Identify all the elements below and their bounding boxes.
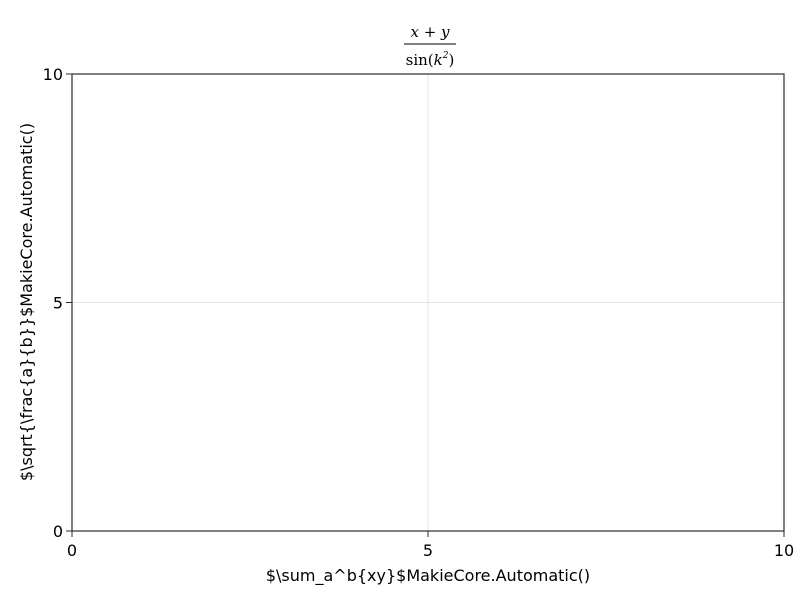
title-close-paren: ) (448, 51, 454, 69)
title-open-paren: ( (428, 51, 434, 69)
title-variable: k (434, 51, 443, 69)
plot-frame (71, 73, 785, 532)
x-axis-label: $\sum_a^b{xy}$MakieCore.Automatic() (266, 566, 590, 586)
x-tick-label: 0 (67, 541, 77, 560)
x-tick-label: 5 (423, 541, 433, 560)
y-tick-label: 5 (53, 294, 63, 313)
axis-ticks (66, 73, 785, 537)
grid-lines (72, 74, 784, 531)
x-tick-label: 10 (774, 541, 794, 560)
y-tick-label: 10 (43, 65, 63, 84)
title-numerator: x + y (410, 23, 450, 41)
tick-labels: 0 5 10 0 5 10 (43, 65, 795, 560)
title-denominator: sin(k2) (406, 51, 455, 69)
chart-title: x + y sin(k2) (404, 23, 456, 69)
y-axis-label: $\sqrt{\frac{a}{b}}$MakieCore.Automatic(… (17, 123, 36, 481)
title-function: sin (406, 51, 428, 69)
title-superscript: 2 (442, 51, 449, 61)
y-tick-label: 0 (53, 522, 63, 541)
